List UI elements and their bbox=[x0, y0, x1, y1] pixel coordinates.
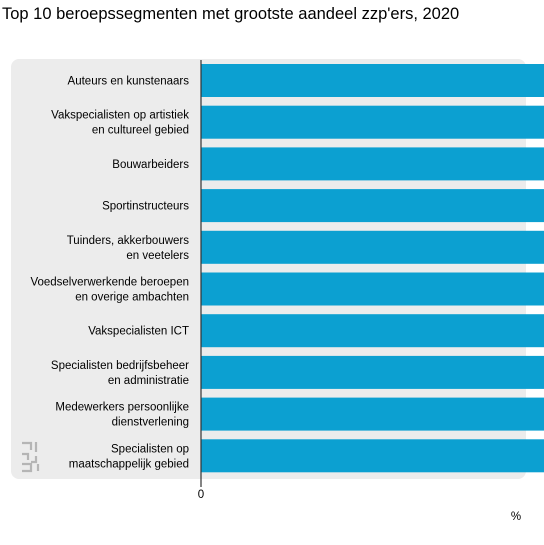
category-label: Specialisten op maatschappelijk gebied bbox=[69, 443, 189, 470]
category-label: Vakspecialisten op artistiek en cultureel… bbox=[51, 110, 189, 137]
bar bbox=[201, 189, 544, 223]
bar bbox=[201, 105, 544, 139]
x-tick-label: 0 bbox=[198, 489, 204, 501]
bar bbox=[201, 147, 544, 181]
category-label: Sportinstructeurs bbox=[102, 201, 189, 213]
category-label: Auteurs en kunstenaars bbox=[68, 76, 190, 88]
category-label: Tuinders, akkerbouwers en veetelers bbox=[67, 235, 190, 262]
bar bbox=[201, 397, 544, 431]
bar bbox=[201, 272, 544, 306]
bar bbox=[201, 314, 544, 348]
bar bbox=[201, 64, 544, 97]
bar bbox=[201, 355, 544, 389]
x-axis-label: % bbox=[511, 511, 521, 523]
category-label: Voedselverwerkende beroepen en overige am… bbox=[30, 277, 189, 304]
cbs-logo-icon bbox=[22, 441, 40, 473]
chart-title: Top 10 beroepssegmenten met grootste aan… bbox=[2, 5, 460, 23]
category-label: Bouwarbeiders bbox=[112, 159, 189, 171]
bar bbox=[201, 439, 544, 473]
category-label: Specialisten bedrijfsbeheer en administra… bbox=[51, 360, 189, 387]
category-label: Medewerkers persoonlijke dienstverlening bbox=[55, 402, 189, 429]
bar bbox=[201, 230, 544, 264]
category-label: Vakspecialisten ICT bbox=[88, 326, 189, 338]
